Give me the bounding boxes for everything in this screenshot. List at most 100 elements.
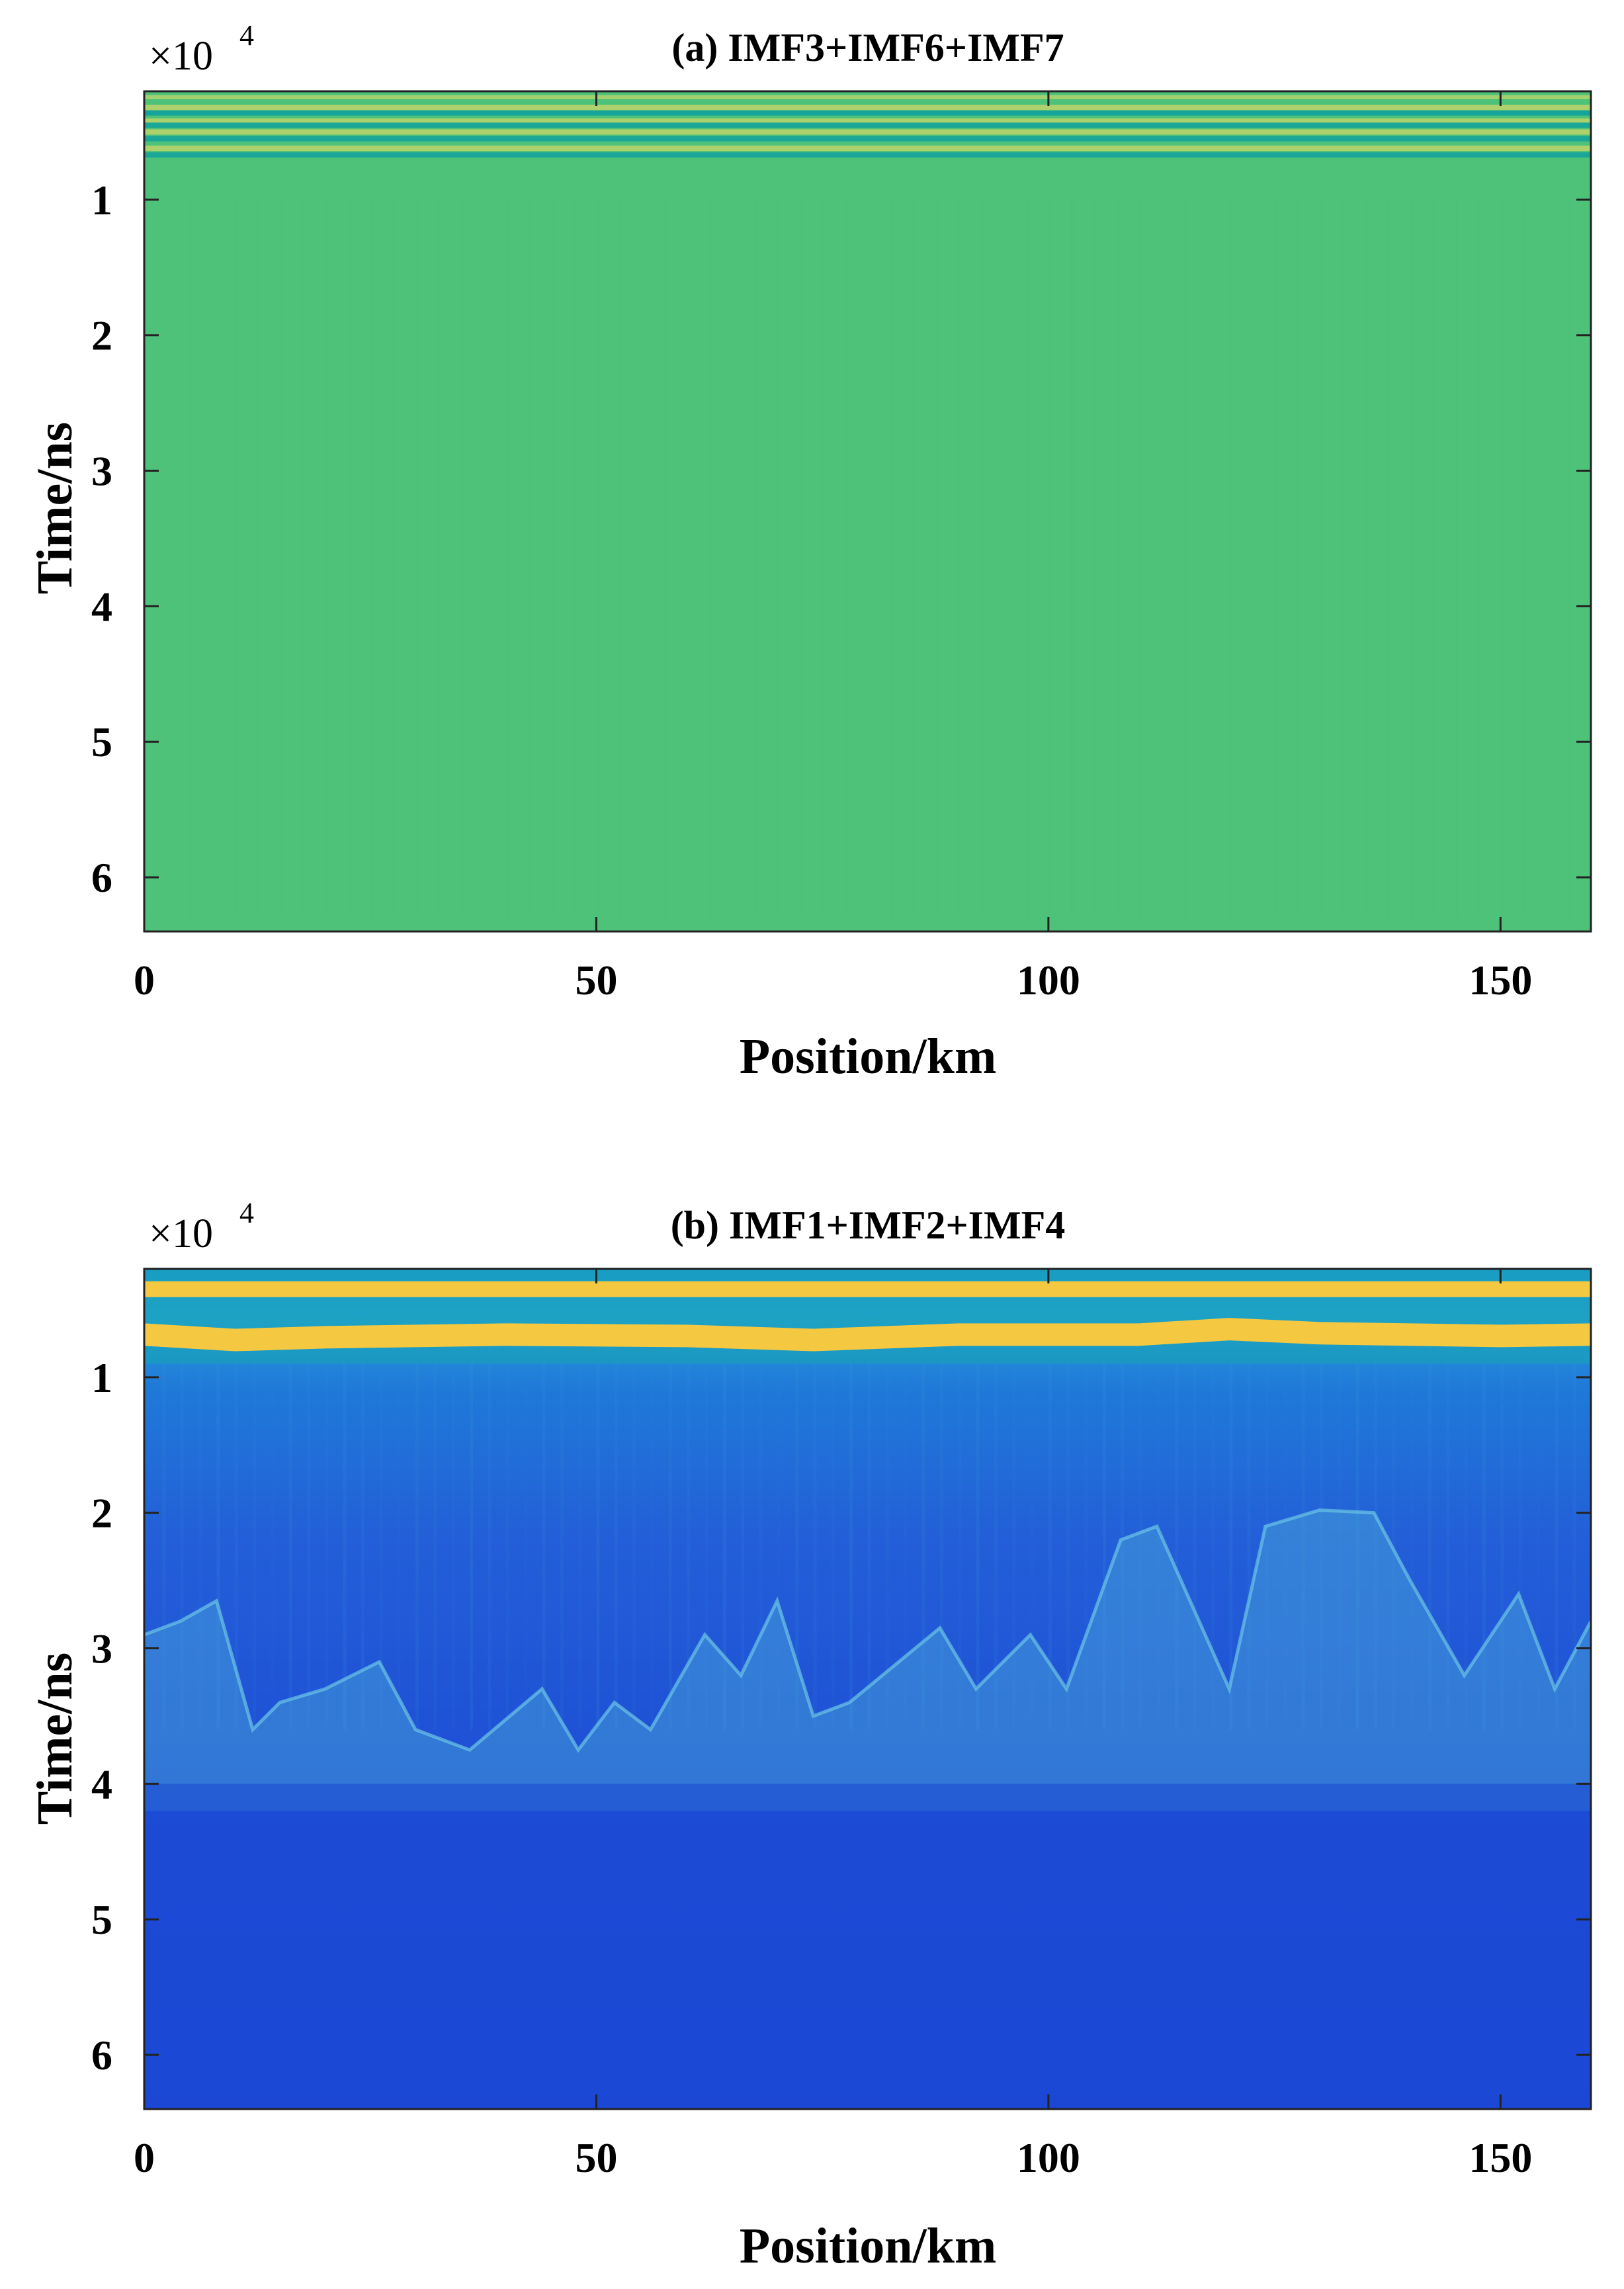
heatmap-texture (732, 200, 734, 918)
heatmap-texture (759, 1363, 763, 1730)
heatmap-texture (212, 199, 215, 918)
heatmap-texture (271, 1363, 275, 1730)
x-tick-label: 100 (1017, 2134, 1080, 2181)
heatmap-texture (1184, 200, 1187, 918)
heatmap-texture (632, 1363, 636, 1730)
heatmap-texture (1568, 199, 1571, 918)
y-axis-multiplier-base: ×10 (149, 1211, 213, 1256)
heatmap-texture (325, 1363, 329, 1730)
heatmap-texture (1338, 1363, 1342, 1730)
heatmap-texture (1319, 1363, 1323, 1730)
heatmap-texture (1464, 1363, 1468, 1730)
heatmap-texture (506, 200, 509, 918)
chart-panel-b: 0 50 100 150 1 2 3 4 5 6 (b) IMF1+IMF2+IMF4 ×10 4… (0, 1144, 1624, 2289)
heatmap-texture (488, 1363, 491, 1730)
heatmap-texture (904, 1363, 908, 1730)
heatmap-texture (642, 200, 644, 918)
heatmap-texture (280, 200, 282, 918)
heatmap-texture (1518, 1363, 1522, 1730)
y-tick-label: 5 (91, 718, 112, 765)
y-tick-label: 1 (91, 177, 112, 224)
heatmap-texture (1523, 199, 1526, 918)
heatmap-texture (1193, 1363, 1197, 1730)
heatmap-texture (1555, 1363, 1559, 1730)
heatmap-texture (1301, 1363, 1305, 1730)
heatmap-texture (253, 1363, 257, 1730)
heatmap-texture (180, 1363, 184, 1730)
y-tick-label: 4 (91, 1760, 112, 1807)
x-axis-label: Position/km (740, 1029, 997, 1084)
heatmap-texture (1211, 1363, 1215, 1730)
heatmap-texture (542, 1363, 546, 1730)
heatmap-band (144, 146, 1591, 151)
heatmap-texture (370, 200, 373, 918)
heatmap-texture (980, 199, 984, 918)
heatmap-texture (574, 199, 577, 918)
heatmap-texture (705, 1363, 708, 1730)
y-axis-multiplier: ×10 4 (149, 1197, 254, 1256)
heatmap-texture (1410, 1363, 1414, 1730)
heatmap-texture (1283, 1363, 1287, 1730)
heatmap-texture (451, 1363, 455, 1730)
heatmap-texture (1138, 1363, 1142, 1730)
heatmap-background (144, 91, 1591, 931)
heatmap-texture (347, 199, 351, 918)
heatmap-texture (1546, 200, 1549, 918)
y-tick-label: 6 (91, 2032, 112, 2079)
chart-title: (b) IMF1+IMF2+IMF4 (671, 1203, 1066, 1247)
heatmap-texture (560, 1363, 564, 1730)
y-tick-label: 3 (91, 1625, 112, 1672)
heatmap-texture (1365, 200, 1367, 918)
heatmap-texture (994, 1363, 998, 1730)
heatmap-texture (596, 200, 599, 918)
x-tick-label: 0 (134, 2134, 155, 2181)
x-tick-label: 0 (134, 957, 155, 1004)
heatmap-texture (1455, 200, 1458, 918)
heatmap-texture (1342, 199, 1346, 918)
chart-panel-a: 0 50 100 150 1 2 3 4 5 6 (a) IMF3+IMF6+IMF7 ×10 4… (0, 0, 1624, 1144)
heatmap-texture (1175, 1363, 1179, 1730)
heatmap-texture (935, 199, 939, 918)
heatmap-texture (754, 199, 757, 918)
y-tick-label: 1 (91, 1354, 112, 1401)
heatmap-texture (1025, 199, 1029, 918)
heatmap-texture (958, 1363, 962, 1730)
heatmap-texture (302, 199, 306, 918)
heatmap-texture (1116, 199, 1119, 918)
heatmap-band (144, 111, 1591, 114)
heatmap-texture (1161, 199, 1164, 918)
heatmap-texture (687, 1363, 691, 1730)
heatmap-texture (777, 200, 780, 918)
heatmap-texture (397, 1363, 401, 1730)
heatmap-texture (1229, 200, 1232, 918)
heatmap-texture (822, 200, 825, 918)
plot-frame (143, 1268, 1592, 2110)
heatmap-texture (1030, 1363, 1034, 1730)
heatmap-texture (1229, 1363, 1233, 1730)
heatmap-texture (921, 1363, 925, 1730)
y-axis-multiplier-base: ×10 (149, 34, 213, 79)
y-axis-multiplier-exponent: 4 (239, 1197, 254, 1229)
heatmap-texture (663, 199, 667, 918)
y-axis-multiplier: ×10 4 (149, 19, 254, 79)
heatmap-texture (1428, 1363, 1432, 1730)
y-tick-label: 4 (91, 583, 112, 630)
heatmap-deep-zone (144, 1784, 1591, 2109)
heatmap-texture (379, 1363, 383, 1730)
y-tick-label: 6 (91, 854, 112, 901)
heatmap-texture (234, 1363, 238, 1730)
heatmap-texture (1207, 199, 1210, 918)
heatmap-texture (890, 199, 893, 918)
heatmap-texture (1355, 1363, 1359, 1730)
heatmap-texture (795, 1363, 799, 1730)
heatmap-texture (1320, 200, 1322, 918)
y-tick-label: 2 (91, 312, 112, 359)
y-axis-multiplier-exponent: 4 (239, 19, 254, 52)
x-tick-label: 150 (1469, 2134, 1532, 2181)
heatmap-texture (438, 199, 441, 918)
heatmap-texture (1084, 1363, 1088, 1730)
y-axis-label: Time/ns (27, 422, 83, 594)
y-tick-label: 3 (91, 448, 112, 495)
heatmap-texture (162, 1363, 166, 1730)
heatmap-texture (867, 1363, 871, 1730)
